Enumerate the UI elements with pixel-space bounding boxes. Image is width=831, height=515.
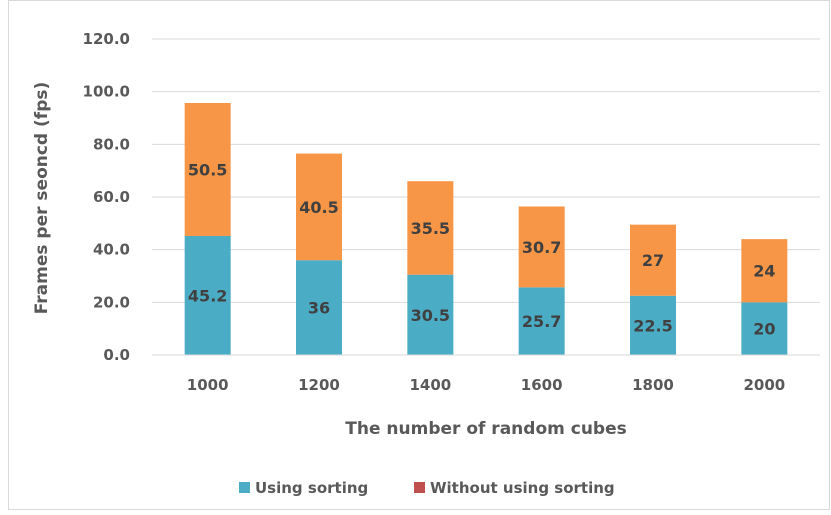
data-label-using-sorting-1400: 30.5 [411, 306, 450, 325]
bar-without-using-sorting-1200 [296, 153, 342, 261]
data-label-without-using-sorting-1000: 50.5 [188, 160, 227, 179]
y-tick-label: 60.0 [93, 188, 130, 206]
x-axis-ticks: 1000 1200 1400 1600 1800 2000 [187, 376, 785, 394]
bar-without-using-sorting-1400 [407, 181, 454, 275]
x-tick-label: 1200 [298, 376, 340, 394]
y-axis-title: Frames per seoncd (fps) [32, 82, 52, 314]
bar-using-sorting-1400 [407, 274, 454, 355]
bar-without-using-sorting-1000 [184, 102, 231, 236]
y-tick-label: 120.0 [83, 30, 130, 48]
legend: Using sorting Without using sorting [239, 479, 615, 497]
legend-label-without-sorting: Without using sorting [430, 479, 615, 497]
y-tick-label: 0.0 [103, 346, 130, 364]
data-label-using-sorting-1800: 22.5 [633, 316, 672, 335]
data-labels: 45.2 50.5 36 40.5 30.5 35.5 25.7 30.7 22.5 27 20 24 [188, 160, 776, 338]
bar-using-sorting-1600 [518, 287, 565, 355]
bar-using-sorting-1800 [630, 295, 676, 355]
chart-area: 0.0 20.0 40.0 60.0 80.0 100.0 120.0 45.2 50.5 36… [32, 30, 820, 497]
data-label-without-using-sorting-1800: 27 [642, 251, 664, 270]
data-label-using-sorting-1600: 25.7 [522, 312, 561, 331]
legend-swatch-without-sorting [414, 482, 425, 493]
y-tick-label: 100.0 [83, 83, 130, 101]
y-tick-label: 20.0 [93, 293, 130, 311]
x-tick-label: 1000 [187, 376, 229, 394]
x-tick-label: 1400 [409, 376, 451, 394]
x-tick-label: 1600 [521, 376, 563, 394]
x-axis-title: The number of random cubes [345, 419, 627, 439]
bar-without-using-sorting-1800 [630, 224, 676, 296]
legend-label-using-sorting: Using sorting [255, 479, 368, 497]
bar-using-sorting-1200 [296, 260, 342, 355]
chart-frame: 0.0 20.0 40.0 60.0 80.0 100.0 120.0 45.2 50.5 36… [8, 0, 830, 510]
legend-swatch-using-sorting [239, 482, 250, 493]
data-label-without-using-sorting-1600: 30.7 [522, 238, 561, 257]
data-label-without-using-sorting-1200: 40.5 [299, 198, 338, 217]
bar-using-sorting-2000 [741, 302, 788, 355]
bar-using-sorting-1000 [184, 235, 231, 355]
bar-without-using-sorting-2000 [741, 239, 788, 303]
bar-without-using-sorting-1600 [518, 206, 565, 288]
bars [184, 102, 788, 355]
x-tick-label: 2000 [743, 376, 785, 394]
x-tick-label: 1800 [632, 376, 674, 394]
data-label-without-using-sorting-2000: 24 [753, 262, 775, 281]
y-tick-label: 80.0 [93, 135, 130, 153]
data-label-using-sorting-2000: 20 [753, 320, 775, 339]
y-axis-ticks: 0.0 20.0 40.0 60.0 80.0 100.0 120.0 [83, 30, 130, 364]
data-label-using-sorting-1200: 36 [308, 299, 330, 318]
gridlines [152, 38, 820, 303]
data-label-without-using-sorting-1400: 35.5 [411, 219, 450, 238]
data-label-using-sorting-1000: 45.2 [188, 286, 227, 305]
y-tick-label: 40.0 [93, 241, 130, 259]
